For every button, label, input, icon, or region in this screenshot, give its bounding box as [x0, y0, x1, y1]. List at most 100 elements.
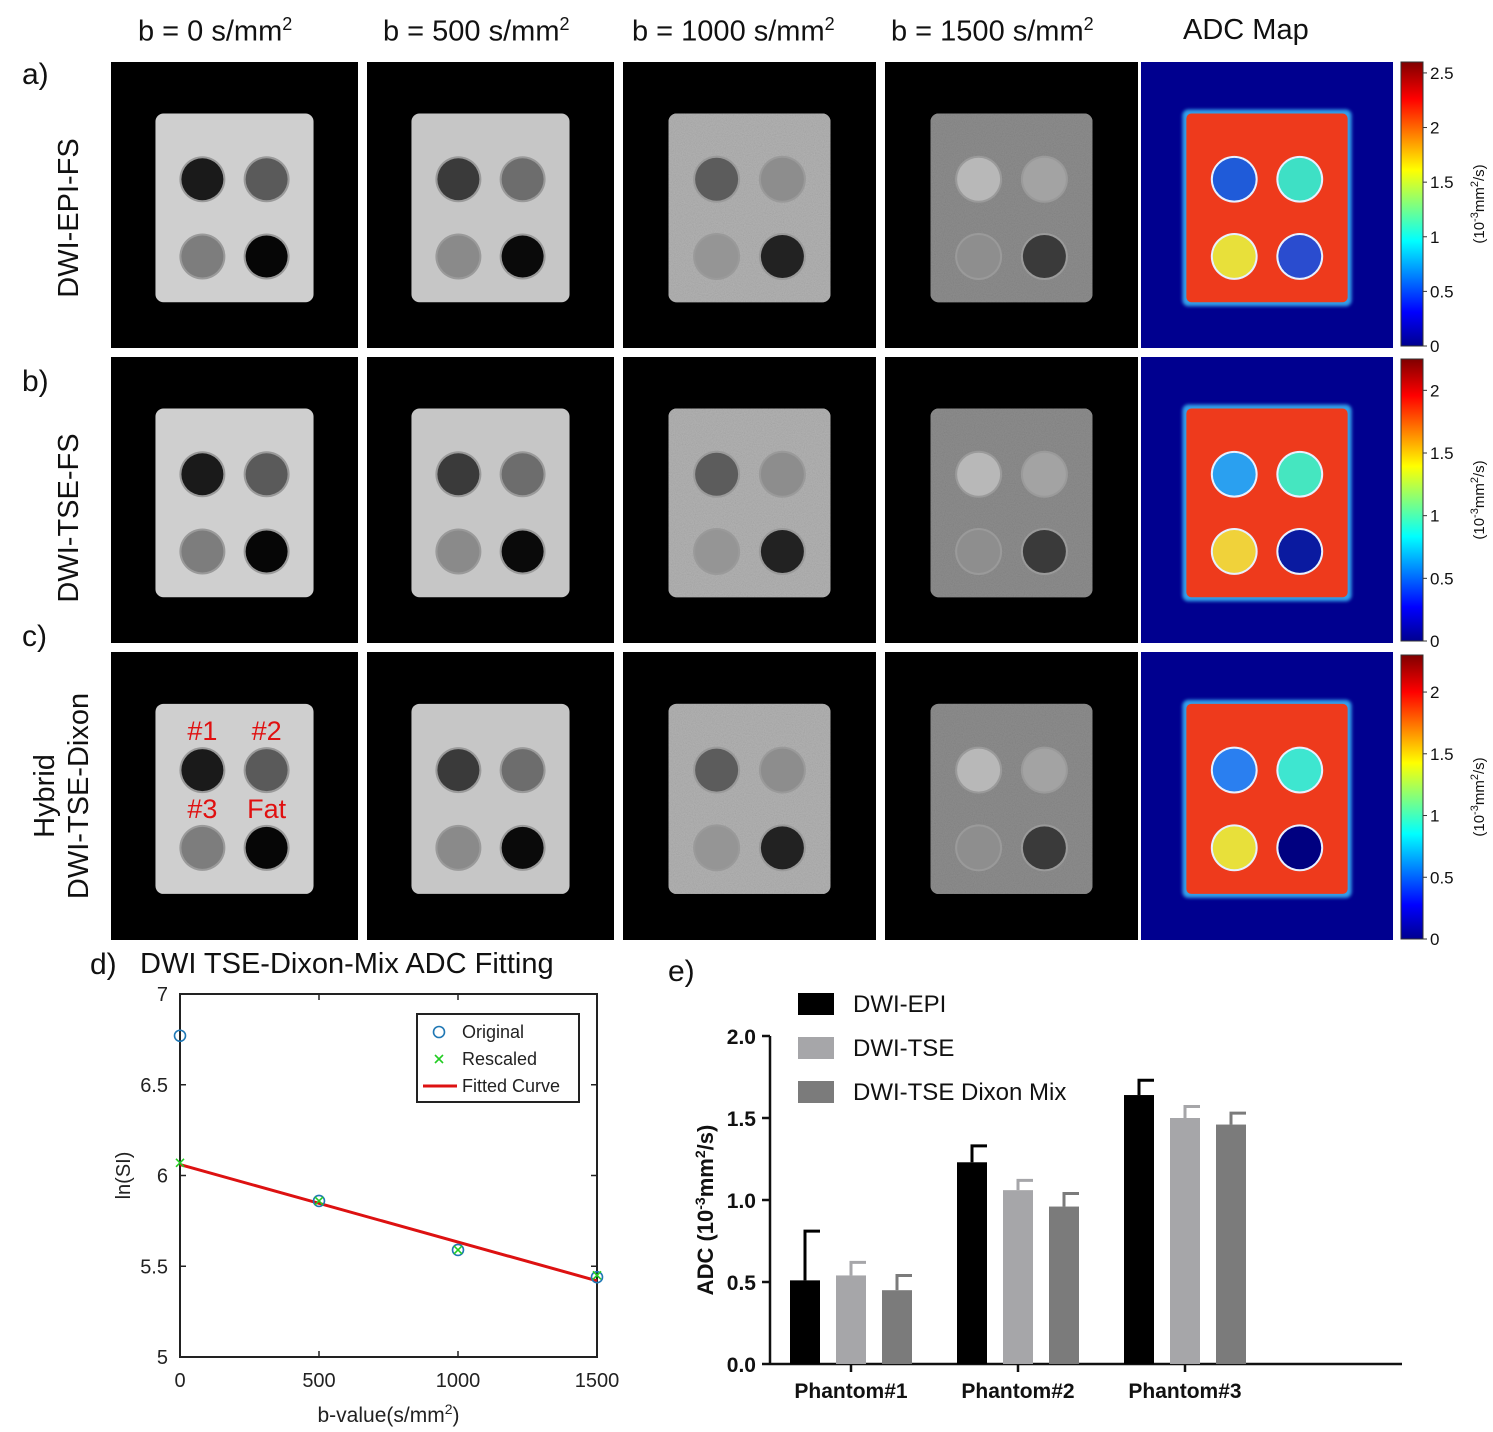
- colorbar-tick-label: 1: [1430, 228, 1439, 247]
- x-tick-label: 500: [302, 1370, 335, 1392]
- bar: [836, 1260, 866, 1364]
- x-tick-label: 1500: [575, 1370, 620, 1392]
- y-tick-label: 6: [157, 1166, 168, 1188]
- column-title-text: ADC Map: [1183, 14, 1309, 46]
- legend-label: Fitted Curve: [462, 1076, 560, 1096]
- column-title-text: b = 500 s/mm: [383, 15, 560, 48]
- legend-label: Rescaled: [462, 1049, 537, 1069]
- colorbar-tick-label: 1.5: [1430, 173, 1454, 192]
- mri-image-cell: [885, 62, 1138, 348]
- legend-label: DWI-EPI: [853, 991, 946, 1018]
- bar: [957, 1144, 987, 1364]
- column-title-text: b = 0 s/mm: [138, 15, 283, 48]
- mri-image-cell: #1 #2 #3 Fat: [111, 652, 358, 940]
- colorbar-tick-label: 1.5: [1430, 745, 1454, 764]
- column-title-text: b = 1500 s/mm: [891, 15, 1084, 48]
- colorbar-tick-label: 0: [1430, 632, 1439, 651]
- colorbar-unit-label: (10-3mm2/s): [1469, 460, 1488, 539]
- column-title-sup: 2: [1083, 14, 1094, 34]
- mri-image-cell: [111, 62, 358, 348]
- colorbar-tick-label: 0.5: [1430, 282, 1454, 301]
- category-label: Phantom#3: [1128, 1380, 1241, 1403]
- mri-image-cell: [111, 357, 358, 643]
- mri-image-cell: [885, 357, 1138, 643]
- bar: [1003, 1178, 1033, 1364]
- phantom-label: #1: [187, 716, 217, 746]
- y-axis-label: ln(SI): [113, 1152, 135, 1200]
- mri-image-cell: [623, 62, 876, 348]
- phantom-label: #2: [252, 716, 282, 746]
- y-tick-label: 1.5: [727, 1108, 757, 1131]
- colorbar-unit-label: (10-3mm2/s): [1469, 164, 1488, 243]
- legend-label: Original: [462, 1022, 524, 1042]
- column-title-sup: 2: [282, 14, 293, 34]
- colorbar-tick-label: 0: [1430, 930, 1439, 949]
- column-title-4: ADC Map: [1183, 14, 1309, 47]
- adc-bar-chart: 0.0 0.5 1.0 1.5 2.0 ADC (10-3mm2/s) Phantom#1 P…: [692, 991, 1402, 1403]
- mri-image-cell: [367, 652, 614, 940]
- category-label: Phantom#2: [961, 1380, 1074, 1403]
- mri-image-cell: [623, 652, 876, 940]
- y-tick-label: 2.0: [727, 1026, 756, 1049]
- panel-d-title: DWI TSE-Dixon-Mix ADC Fitting: [140, 948, 554, 980]
- y-tick-label: 0.5: [727, 1272, 757, 1295]
- mri-image-cell: [367, 62, 614, 348]
- fitted-curve-line: [179, 1163, 598, 1283]
- column-title-0: b = 0 s/mm2: [138, 14, 292, 49]
- bar: [790, 1229, 820, 1364]
- phantom-label: Fat: [247, 794, 287, 824]
- colorbar-tick-label: 2: [1430, 683, 1439, 702]
- bar: [1124, 1078, 1154, 1364]
- adc-fitting-chart: 0 500 1000 1500 5 5.5 6 6.5 7 b-value(s/mm2) ln(SI…: [113, 984, 620, 1427]
- legend: DWI-EPI DWI-TSE DWI-TSE Dixon Mix: [798, 991, 1066, 1106]
- column-title-1: b = 500 s/mm2: [383, 14, 570, 49]
- mri-image-cell: [1141, 62, 1393, 348]
- category-label: Phantom#1: [794, 1380, 908, 1403]
- row-letter: a): [22, 58, 49, 91]
- y-tick-label: 0.0: [727, 1354, 756, 1377]
- original-point: [590, 1270, 604, 1284]
- x-tick-label: 1000: [436, 1370, 481, 1392]
- original-point: [312, 1194, 326, 1208]
- column-title-3: b = 1500 s/mm2: [891, 14, 1094, 49]
- bar: [1049, 1191, 1079, 1364]
- panel-d-letter: d): [90, 948, 117, 981]
- y-tick-label: 6.5: [140, 1075, 168, 1097]
- x-axis-label: b-value(s/mm2): [318, 1401, 460, 1427]
- legend-label: DWI-TSE: [853, 1035, 954, 1062]
- rescaled-point: [592, 1270, 602, 1280]
- y-tick-label: 7: [157, 984, 168, 1006]
- mri-image-cell: [367, 357, 614, 643]
- colorbar-tick-label: 2.5: [1430, 64, 1454, 83]
- mri-image-cell: [623, 357, 876, 643]
- original-point: [451, 1243, 465, 1257]
- colorbar: 2 1.5 1 0.5 0 (10-3mm2/s): [1400, 358, 1488, 651]
- colorbar-tick-label: 2: [1430, 119, 1439, 138]
- colorbar: 2.5 2 1.5 1 0.5 0 (10-3mm2/s): [1400, 61, 1488, 356]
- colorbar-unit-label: (10-3mm2/s): [1469, 757, 1488, 836]
- column-title-sup: 2: [559, 14, 570, 34]
- mri-image-cell: [1141, 357, 1393, 643]
- legend: Original Rescaled Fitted Curve: [416, 1013, 580, 1103]
- row-letter: b): [22, 365, 49, 398]
- colorbar: 2 1.5 1 0.5 0 (10-3mm2/s): [1400, 654, 1488, 949]
- legend-swatch: [798, 1081, 834, 1103]
- rescaled-point: [314, 1196, 324, 1206]
- colorbar-tick-label: 0.5: [1430, 868, 1454, 887]
- mri-image-cell: [1141, 652, 1393, 940]
- phantom-label: #3: [187, 794, 217, 824]
- original-point: [173, 1029, 187, 1043]
- colorbar-tick-label: 0: [1430, 337, 1439, 356]
- bar: [1170, 1105, 1200, 1364]
- legend-label: DWI-TSE Dixon Mix: [853, 1079, 1066, 1106]
- mri-image-grid: #1 #2 #3 Fat 2.5 2 1.5 1 0.5 0 (10-3mm2/s) 2 1.5 1 0.…: [111, 61, 1488, 949]
- row-letter: c): [22, 620, 47, 653]
- mri-image-cell: [885, 652, 1138, 940]
- colorbar-tick-label: 1: [1430, 807, 1439, 826]
- legend-swatch: [798, 993, 834, 1015]
- column-title-2: b = 1000 s/mm2: [632, 14, 835, 49]
- legend-swatch: [798, 1037, 834, 1059]
- y-axis-label: ADC (10-3mm2/s): [692, 1125, 718, 1296]
- colorbar-tick-label: 1: [1430, 507, 1439, 526]
- bar: [1216, 1111, 1246, 1364]
